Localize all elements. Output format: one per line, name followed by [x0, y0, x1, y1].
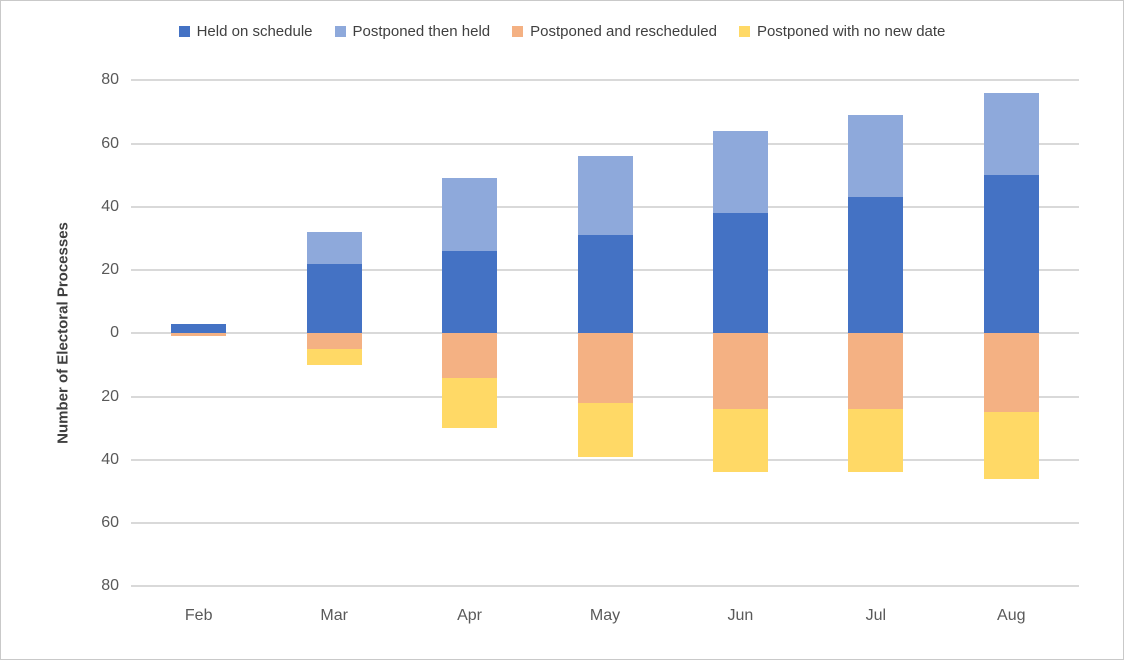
legend-label: Postponed with no new date	[756, 23, 946, 40]
bar-segment	[712, 409, 768, 473]
bar-segment	[848, 333, 904, 410]
legend-label: Postponed then held	[352, 23, 491, 40]
x-tick-label: Apr	[457, 607, 483, 624]
x-tick-label: Feb	[184, 607, 213, 624]
y-axis-title: Number of Electoral Processes	[54, 222, 72, 444]
legend-swatch-icon	[738, 26, 750, 37]
bar-segment	[577, 235, 633, 334]
gridline	[131, 522, 1079, 524]
bar-segment	[171, 333, 227, 337]
bar-segment	[442, 178, 498, 252]
y-tick-label: 80	[101, 577, 119, 595]
bar-segment	[442, 377, 498, 429]
gridline	[131, 458, 1079, 461]
bar-segment	[306, 263, 362, 334]
gridline	[131, 585, 1079, 588]
bar-segment	[983, 92, 1039, 176]
gridline	[131, 142, 1079, 145]
y-tick-label: 60	[101, 134, 119, 152]
bar-segment	[983, 333, 1039, 413]
legend-swatch-icon	[178, 26, 190, 37]
legend-label: Held on schedule	[196, 23, 313, 40]
bar-segment	[577, 333, 633, 403]
y-tick-label: 60	[101, 514, 119, 531]
y-tick-label: 80	[101, 71, 119, 89]
legend-item: Postponed and rescheduled	[512, 23, 717, 40]
y-tick-label: 20	[101, 261, 119, 278]
x-tick-label: Jun	[727, 607, 754, 624]
y-tick-label: 0	[110, 324, 119, 342]
x-tick-label: Mar	[320, 607, 348, 624]
x-tick-label: Aug	[997, 607, 1026, 624]
bar-segment	[712, 333, 768, 410]
y-tick-label: 40	[101, 197, 119, 215]
bar-segment	[442, 251, 498, 334]
gridline	[131, 79, 1079, 82]
legend-item: Postponed with no new date	[738, 23, 946, 40]
y-tick-label: 40	[101, 450, 119, 468]
legend-item: Held on schedule	[178, 23, 313, 40]
bar-segment	[306, 232, 362, 264]
bar-segment	[712, 213, 768, 334]
bar-segment	[848, 409, 904, 473]
legend-swatch-icon	[334, 26, 346, 37]
bar-segment	[577, 402, 633, 457]
legend-label: Postponed and rescheduled	[530, 23, 717, 40]
legend-item: Postponed then held	[334, 23, 491, 40]
chart-legend: Held on schedule Postponed then held Postp…	[1, 23, 1123, 40]
x-tick-label: Jul	[865, 607, 887, 624]
x-tick-label: May	[589, 607, 621, 624]
bar-segment	[306, 333, 362, 350]
bar-segment	[306, 349, 362, 365]
y-tick-label: 20	[101, 387, 119, 405]
legend-swatch-icon	[512, 26, 524, 37]
bar-segment	[848, 115, 904, 198]
bar-segment	[577, 156, 633, 236]
bar-segment	[848, 197, 904, 334]
bar-segment	[712, 130, 768, 214]
bar-segment	[171, 323, 227, 334]
bar-segment	[442, 333, 498, 378]
bar-segment	[983, 175, 1039, 334]
bar-segment	[983, 412, 1039, 479]
